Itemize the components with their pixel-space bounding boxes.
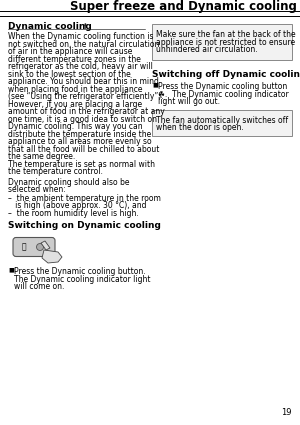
Text: amount of food in the refrigerator at any: amount of food in the refrigerator at an… xyxy=(8,107,165,116)
Polygon shape xyxy=(42,250,62,263)
Text: Dynamic cooling. This way you can: Dynamic cooling. This way you can xyxy=(8,122,142,131)
Text: Press the Dynamic cooling button: Press the Dynamic cooling button xyxy=(158,82,287,91)
Text: Switching on Dynamic cooling: Switching on Dynamic cooling xyxy=(8,221,161,230)
Text: Dynamic cooling: Dynamic cooling xyxy=(8,22,92,31)
Text: distribute the temperature inside the: distribute the temperature inside the xyxy=(8,130,151,139)
Text: of air in the appliance will cause: of air in the appliance will cause xyxy=(8,47,132,56)
Text: that all the food will be chilled to about: that all the food will be chilled to abo… xyxy=(8,144,159,153)
Text: appliance to all areas more evenly so: appliance to all areas more evenly so xyxy=(8,137,152,146)
Text: refrigerator as the cold, heavy air will: refrigerator as the cold, heavy air will xyxy=(8,62,153,71)
Text: ✨: ✨ xyxy=(22,243,26,252)
Text: 19: 19 xyxy=(281,408,292,417)
Text: different temperature zones in the: different temperature zones in the xyxy=(8,54,141,63)
Text: Dynamic cooling should also be: Dynamic cooling should also be xyxy=(8,178,130,187)
Circle shape xyxy=(37,244,44,250)
Text: ☨: ☨ xyxy=(82,22,87,31)
FancyBboxPatch shape xyxy=(152,24,292,60)
Text: When the Dynamic cooling function is: When the Dynamic cooling function is xyxy=(8,32,154,41)
Text: –  the room humidity level is high.: – the room humidity level is high. xyxy=(8,209,139,218)
Text: when placing food in the appliance: when placing food in the appliance xyxy=(8,85,142,94)
Text: appliance is not restricted to ensure: appliance is not restricted to ensure xyxy=(156,37,295,46)
Text: Switching off Dynamic cooling: Switching off Dynamic cooling xyxy=(152,70,300,79)
Text: will come on.: will come on. xyxy=(14,282,64,291)
Text: However, if you are placing a large: However, if you are placing a large xyxy=(8,99,142,108)
Text: one time, it is a good idea to switch on: one time, it is a good idea to switch on xyxy=(8,114,157,124)
Text: The Dynamic cooling indicator light: The Dynamic cooling indicator light xyxy=(14,275,151,283)
FancyBboxPatch shape xyxy=(152,110,292,136)
Text: unhindered air circulation.: unhindered air circulation. xyxy=(156,45,258,54)
Text: Make sure the fan at the back of the: Make sure the fan at the back of the xyxy=(156,30,296,39)
Text: is high (above approx. 30 °C), and: is high (above approx. 30 °C), and xyxy=(8,201,146,210)
Polygon shape xyxy=(41,241,50,250)
Text: sink to the lowest section of the: sink to the lowest section of the xyxy=(8,70,131,79)
Text: light will go out.: light will go out. xyxy=(158,97,220,106)
FancyBboxPatch shape xyxy=(13,238,55,257)
Text: ☘.  The Dynamic cooling indicator: ☘. The Dynamic cooling indicator xyxy=(158,90,289,99)
Text: Super freeze and Dynamic cooling: Super freeze and Dynamic cooling xyxy=(70,0,297,12)
Text: the temperature control.: the temperature control. xyxy=(8,167,103,176)
Text: when the door is open.: when the door is open. xyxy=(156,123,244,132)
Text: appliance. You should bear this in mind: appliance. You should bear this in mind xyxy=(8,77,159,86)
Text: selected when:: selected when: xyxy=(8,185,66,194)
Text: Press the Dynamic cooling button.: Press the Dynamic cooling button. xyxy=(14,267,146,276)
Text: ■: ■ xyxy=(8,267,14,272)
Text: the same degree.: the same degree. xyxy=(8,152,75,161)
Text: (see “Using the refrigerator efficiently”).: (see “Using the refrigerator efficiently… xyxy=(8,92,164,101)
Text: The temperature is set as normal with: The temperature is set as normal with xyxy=(8,159,155,168)
Text: ■: ■ xyxy=(152,82,158,87)
Text: –  the ambient temperature in the room: – the ambient temperature in the room xyxy=(8,193,161,202)
Text: The fan automatically switches off: The fan automatically switches off xyxy=(156,116,288,125)
Text: not switched on, the natural circulation: not switched on, the natural circulation xyxy=(8,40,159,48)
